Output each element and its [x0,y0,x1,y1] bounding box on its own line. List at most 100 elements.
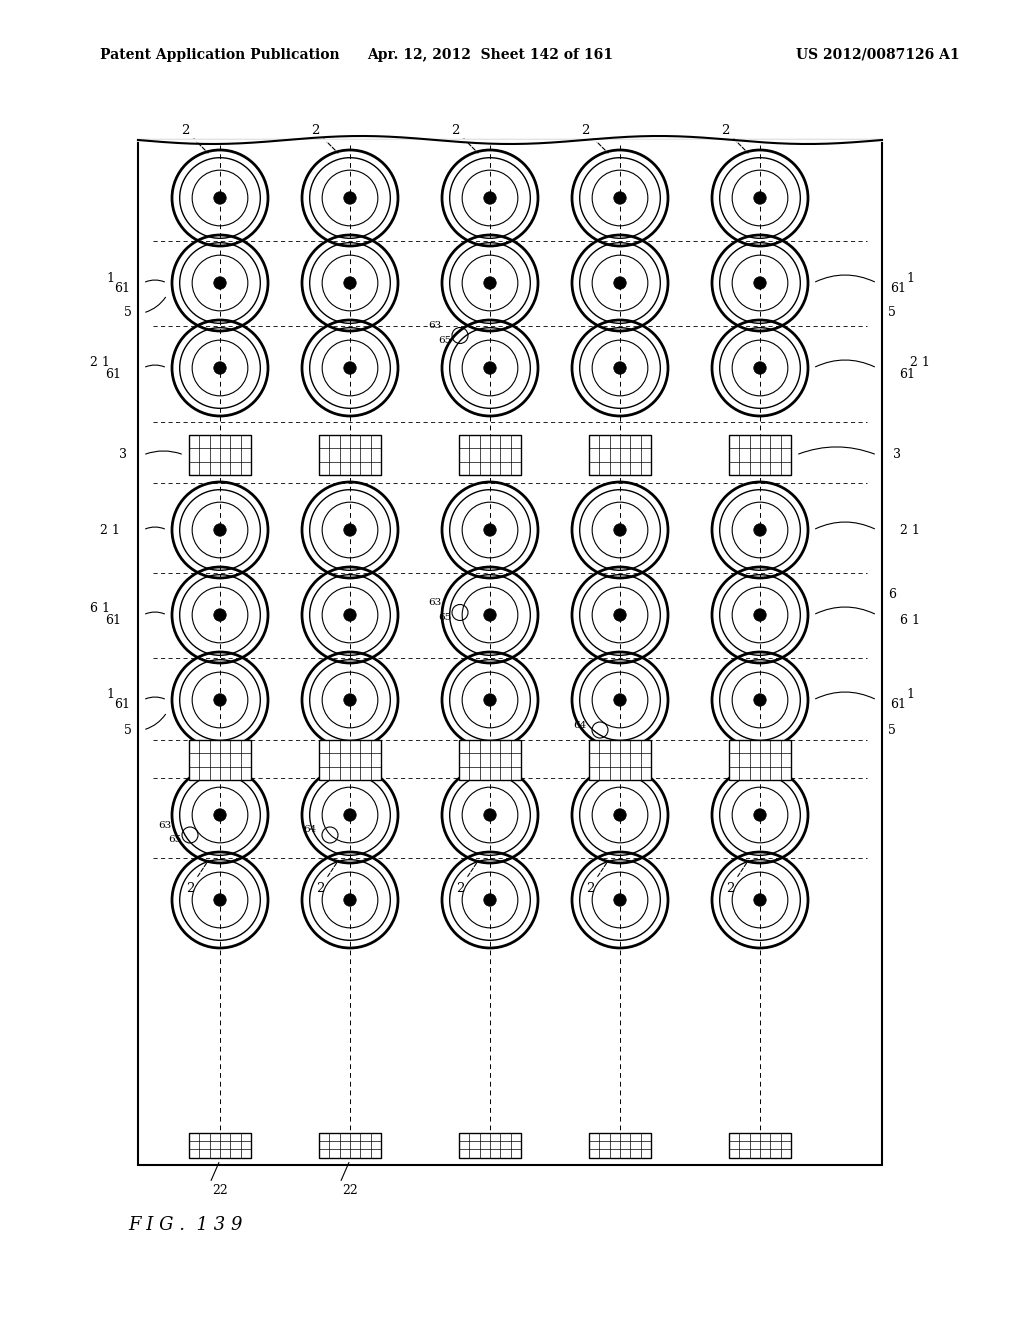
Circle shape [214,809,226,821]
Text: Apr. 12, 2012  Sheet 142 of 161: Apr. 12, 2012 Sheet 142 of 161 [367,48,613,62]
Circle shape [344,362,356,375]
Circle shape [344,894,356,907]
Circle shape [754,362,766,375]
Text: 2: 2 [451,124,478,153]
Text: 61: 61 [899,367,915,380]
Text: 61: 61 [890,698,906,711]
Circle shape [613,894,627,907]
Text: US 2012/0087126 A1: US 2012/0087126 A1 [797,48,961,62]
Circle shape [613,524,627,536]
Text: 2: 2 [181,124,208,153]
Text: Patent Application Publication: Patent Application Publication [100,48,340,62]
Bar [729,1133,791,1158]
Text: 61: 61 [105,367,121,380]
Text: 22: 22 [342,1184,357,1196]
Circle shape [613,277,627,289]
Text: 5: 5 [888,306,896,319]
Circle shape [214,277,226,289]
Circle shape [483,191,497,205]
Bar [459,1133,521,1158]
Text: 65: 65 [438,337,452,345]
Text: 5: 5 [888,723,896,737]
Circle shape [754,191,766,205]
Text: 2 1: 2 1 [90,355,110,368]
Text: 2 1: 2 1 [100,524,120,536]
Text: 5: 5 [124,306,132,319]
Circle shape [483,609,497,622]
Circle shape [754,277,766,289]
Text: 3: 3 [119,449,127,462]
Text: 63: 63 [428,321,441,330]
Text: 65: 65 [438,612,452,622]
Text: 63: 63 [428,598,441,607]
Text: 2: 2 [315,861,339,895]
Circle shape [613,362,627,375]
Text: 61: 61 [114,281,130,294]
Circle shape [613,809,627,821]
Text: 2: 2 [581,124,608,153]
Circle shape [613,694,627,706]
Circle shape [613,191,627,205]
Text: 1: 1 [106,272,114,285]
Circle shape [344,524,356,536]
Circle shape [344,609,356,622]
Text: 2: 2 [311,124,338,153]
Bar [138,140,882,1166]
Bar [319,741,381,780]
Text: 2 1: 2 1 [900,524,920,536]
Bar [319,436,381,475]
Text: 2: 2 [185,861,209,895]
Circle shape [483,894,497,907]
Bar [589,741,651,780]
Bar [459,436,521,475]
Text: 6 1: 6 1 [90,602,110,615]
Circle shape [483,362,497,375]
Circle shape [344,191,356,205]
Circle shape [613,609,627,622]
Circle shape [214,191,226,205]
Bar [189,1133,251,1158]
Text: 2: 2 [726,861,749,895]
Text: 1: 1 [906,689,914,701]
Bar [729,436,791,475]
Circle shape [214,894,226,907]
Circle shape [754,894,766,907]
Circle shape [214,694,226,706]
Circle shape [214,524,226,536]
Text: 22: 22 [212,1184,228,1196]
Bar [589,436,651,475]
Circle shape [754,809,766,821]
Text: F I G .  1 3 9: F I G . 1 3 9 [128,1216,243,1234]
Bar [589,1133,651,1158]
Text: 2: 2 [456,861,478,895]
Bar [729,741,791,780]
Text: 61: 61 [114,698,130,711]
Text: 1: 1 [106,689,114,701]
Circle shape [214,362,226,375]
Circle shape [483,809,497,821]
Circle shape [754,524,766,536]
Text: 61: 61 [105,615,121,627]
Text: 6: 6 [888,589,896,602]
Circle shape [754,609,766,622]
Circle shape [344,694,356,706]
Bar [319,1133,381,1158]
Text: 61: 61 [890,281,906,294]
Text: 5: 5 [124,723,132,737]
Circle shape [483,524,497,536]
Circle shape [214,609,226,622]
Bar [189,741,251,780]
Text: 63: 63 [159,821,172,829]
Bar [189,436,251,475]
Text: 65: 65 [168,836,181,845]
Text: 3: 3 [893,449,901,462]
Text: 64: 64 [573,721,587,730]
Bar [459,741,521,780]
Text: 2: 2 [721,124,749,153]
Circle shape [344,809,356,821]
Text: 2 1: 2 1 [910,355,930,368]
Text: 64: 64 [303,825,316,834]
Circle shape [754,694,766,706]
Text: 2: 2 [586,861,608,895]
Circle shape [483,277,497,289]
